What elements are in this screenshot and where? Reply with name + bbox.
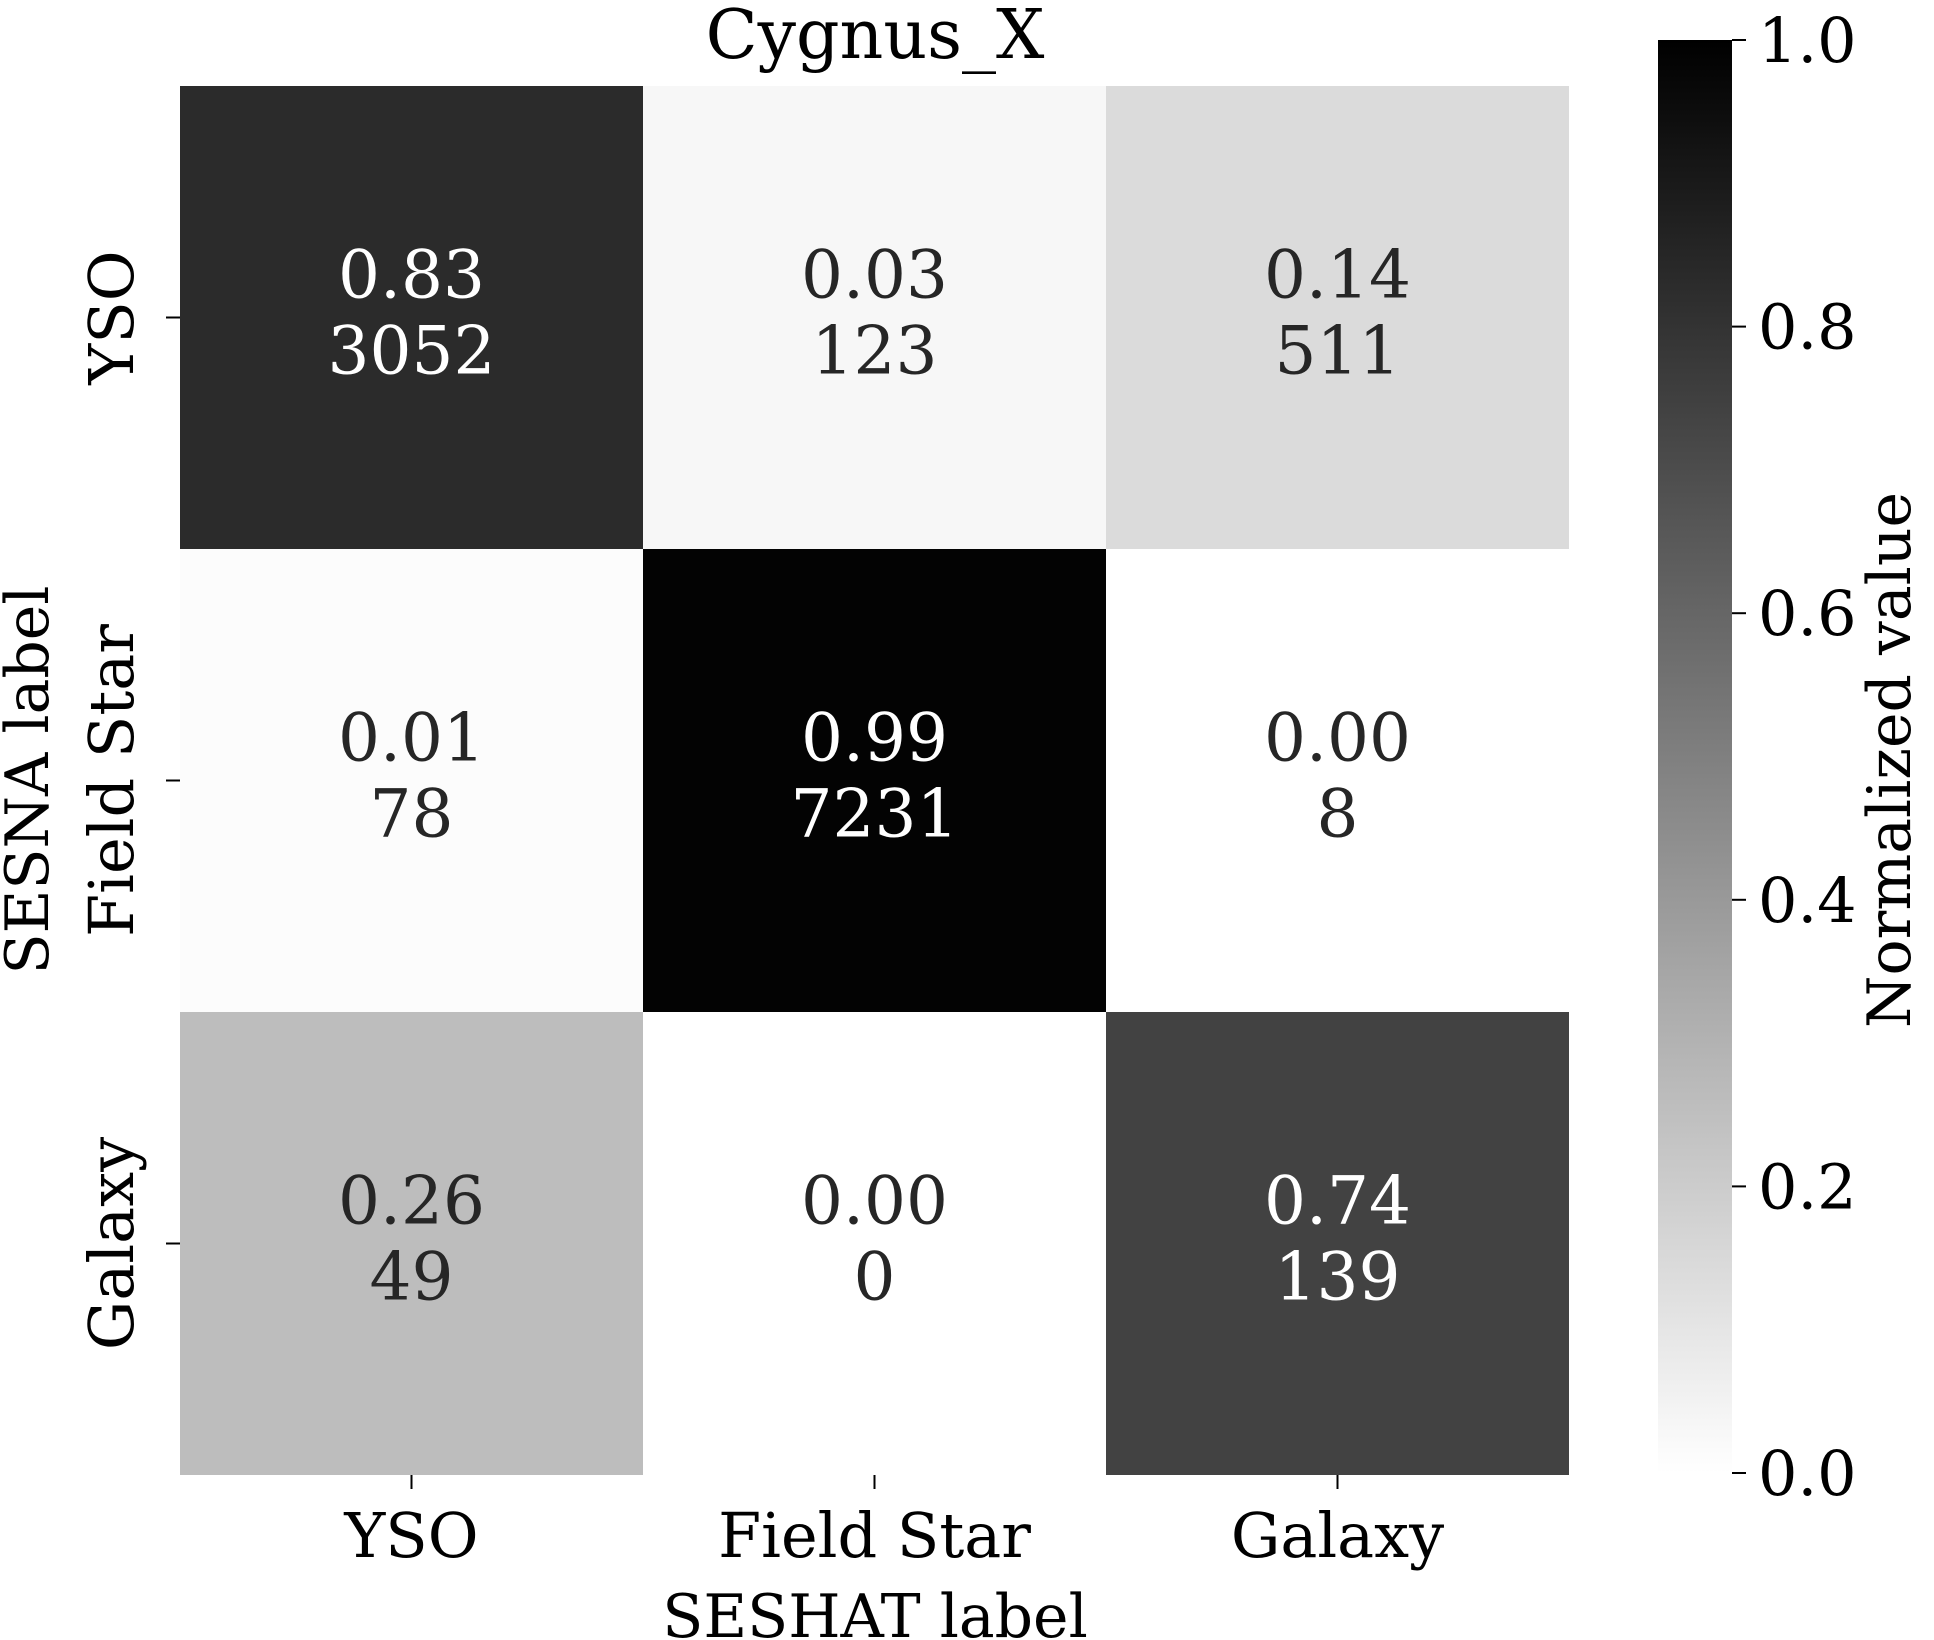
cell-value-label-r2-c1: 0.00 <box>801 1163 948 1240</box>
heatmap-cell-r1-c2 <box>1106 549 1569 1012</box>
y-tick-label-0: YSO <box>75 250 148 385</box>
x-axis: YSO Field Star Galaxy <box>343 1475 1444 1572</box>
heatmap-cell-r2-c1 <box>643 1012 1106 1475</box>
cell-count-label-r2-c1: 0 <box>854 1239 896 1316</box>
chart-title: Cygnus_X <box>706 0 1045 75</box>
cell-count-label-r1-c0: 78 <box>370 776 454 853</box>
colorbar-tick-label-3: 0.6 <box>1758 577 1857 650</box>
x-tick-label-0: YSO <box>343 1499 478 1572</box>
cell-count-label-r0-c1: 123 <box>812 313 938 390</box>
colorbar-gradient <box>1658 40 1732 1473</box>
colorbar: 0.0 0.2 0.4 0.6 0.8 1.0 Normalized value <box>1658 4 1925 1510</box>
colorbar-label: Normalized value <box>1855 492 1925 1028</box>
cell-count-label-r2-c0: 49 <box>370 1239 454 1316</box>
heatmap-cell-r0-c1 <box>643 86 1106 549</box>
colorbar-ticks: 0.0 0.2 0.4 0.6 0.8 1.0 <box>1732 4 1857 1510</box>
x-axis-label: SESHAT label <box>662 1582 1088 1640</box>
cell-value-label-r1-c0: 0.01 <box>338 700 485 777</box>
cell-value-label-r0-c0: 0.83 <box>338 237 485 314</box>
colorbar-tick-label-1: 0.2 <box>1758 1150 1857 1223</box>
cell-value-label-r2-c0: 0.26 <box>338 1163 485 1240</box>
x-tick-label-1: Field Star <box>718 1499 1031 1572</box>
colorbar-tick-label-2: 0.4 <box>1758 864 1857 937</box>
colorbar-tick-label-5: 1.0 <box>1758 4 1857 77</box>
cell-value-label-r0-c1: 0.03 <box>801 237 948 314</box>
y-axis: YSO Field Star Galaxy <box>75 250 180 1350</box>
cell-value-label-r1-c1: 0.99 <box>801 700 948 777</box>
cell-count-label-r1-c2: 8 <box>1317 776 1359 853</box>
colorbar-tick-label-4: 0.8 <box>1758 291 1857 364</box>
cell-count-label-r1-c1: 7231 <box>791 776 959 853</box>
cell-count-label-r2-c2: 139 <box>1275 1239 1401 1316</box>
heatmap-cell-r1-c1 <box>643 549 1106 1012</box>
colorbar-tick-label-0: 0.0 <box>1758 1437 1857 1510</box>
cell-count-label-r0-c0: 3052 <box>328 313 496 390</box>
heatmap-cell-r0-c2 <box>1106 86 1569 549</box>
cell-value-label-r1-c2: 0.00 <box>1264 700 1411 777</box>
heatmap-cell-r0-c0 <box>180 86 643 549</box>
heatmap-cells <box>180 86 1569 1475</box>
cell-value-label-r0-c2: 0.14 <box>1264 237 1411 314</box>
cell-count-label-r0-c2: 511 <box>1275 313 1401 390</box>
y-tick-label-1: Field Star <box>75 624 148 937</box>
heatmap-cell-r2-c0 <box>180 1012 643 1475</box>
heatmap-cell-r2-c2 <box>1106 1012 1569 1475</box>
y-axis-label: SESNA label <box>0 586 63 975</box>
cell-value-label-r2-c2: 0.74 <box>1264 1163 1411 1240</box>
y-tick-label-2: Galaxy <box>75 1137 148 1350</box>
x-tick-label-2: Galaxy <box>1231 1499 1444 1572</box>
heatmap-cell-r1-c0 <box>180 549 643 1012</box>
